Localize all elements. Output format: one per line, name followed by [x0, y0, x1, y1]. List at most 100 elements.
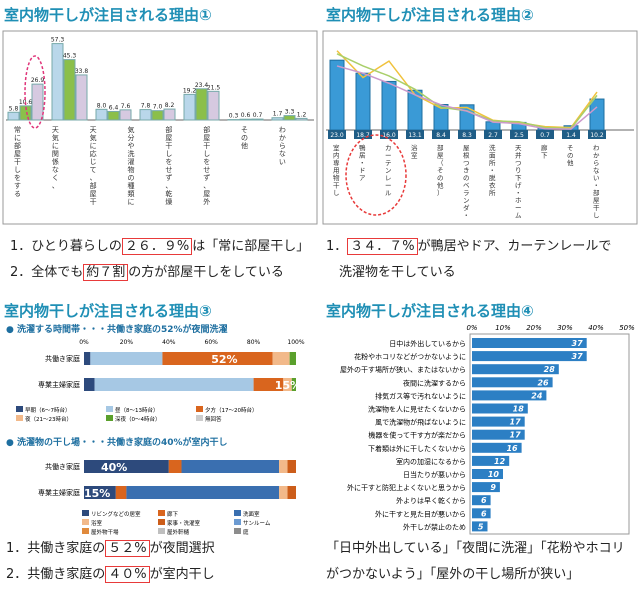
bar-label: 16	[506, 444, 518, 453]
series-line	[336, 65, 598, 130]
legend-label: リビングなどの居室	[91, 510, 141, 518]
category-label: 室内専用物干し	[333, 143, 340, 197]
x-tick: 60%	[205, 339, 219, 346]
bar-label: 24	[531, 391, 543, 400]
value-label-box	[588, 130, 606, 139]
bar	[472, 482, 500, 493]
panel-title: 室内物干しが注目される理由④	[326, 302, 534, 320]
category-label: わからない・部屋干し	[593, 144, 600, 220]
chart-1: 5.810.626.957.345.333.88.0 6.4 7.6 7.8 7.0 8.…	[2, 30, 318, 225]
x-tick: 10%	[495, 324, 511, 332]
category-label: 洗面所・脱衣所	[489, 143, 496, 197]
category-label: 日当たりが悪いから	[403, 470, 466, 479]
bar-label: 0.7	[540, 132, 550, 139]
series-line	[336, 50, 598, 129]
bar-label: 19.2	[183, 87, 197, 94]
bar	[139, 109, 152, 121]
x-tick: 0%	[79, 339, 89, 346]
bar	[251, 118, 264, 121]
x-tick: 20%	[120, 339, 134, 346]
category-label: わからない	[279, 126, 286, 166]
bar-segment	[84, 460, 169, 473]
bar-label: 28	[544, 365, 556, 374]
legend-swatch	[16, 415, 23, 421]
caption-line: 洗濯物を干している	[326, 265, 456, 280]
category-label: 浴室	[411, 143, 418, 160]
bar-label: 7.8	[141, 103, 151, 110]
bar	[472, 508, 491, 519]
bar	[472, 416, 525, 427]
bar	[75, 74, 88, 121]
bar	[472, 377, 553, 388]
bar-segment	[181, 460, 280, 473]
x-tick: 100%	[287, 339, 304, 346]
legend-swatch	[234, 528, 241, 534]
bar	[7, 111, 20, 121]
bar-segment	[291, 378, 296, 391]
row-label: 共働き家庭	[45, 462, 80, 471]
value-label-box	[432, 130, 450, 139]
bar-label: 23.4	[195, 82, 209, 89]
category-label: カーテンレール	[385, 144, 392, 197]
bar	[472, 521, 488, 532]
bar	[63, 59, 76, 121]
highlight: ３４．７%	[347, 238, 418, 255]
bar	[195, 88, 208, 121]
bar-label: 3.3	[285, 109, 295, 116]
legend-label: 深夜（0〜4時台）	[115, 415, 161, 423]
bar-label: 17	[510, 431, 522, 440]
chart-4: 0% 10% 20% 30% 40% 50% 日中は外出しているから 37 花粉やホコリなどがつ…	[340, 324, 635, 535]
category-label: その他	[567, 144, 574, 167]
bar	[207, 90, 220, 121]
bar-label: 10.2	[590, 132, 604, 139]
bar	[163, 108, 176, 121]
x-tick: 40%	[588, 324, 604, 332]
bar-label: 10	[488, 470, 500, 479]
legend-swatch	[234, 519, 241, 525]
bar-label: 57.3	[51, 37, 65, 44]
bar-label: 12	[494, 457, 506, 466]
bar	[239, 118, 252, 121]
category-label: 外よりは早く乾くから	[396, 496, 466, 505]
bar-label: 6	[481, 509, 487, 518]
callout: 15%	[84, 487, 110, 500]
bar-label: 18.7	[356, 132, 370, 139]
bar-label: 6	[481, 496, 487, 505]
callout: 40%	[101, 461, 127, 474]
caption-line: 2．共働き家庭の ４０% が室内干し	[6, 566, 215, 583]
value-label-box	[406, 130, 424, 139]
legend-swatch	[16, 406, 23, 412]
legend-label: 庭	[243, 528, 249, 536]
category-label: その他	[241, 126, 248, 150]
bar	[459, 104, 475, 131]
category-label: 外に干すと防犯上よくないと思うから	[347, 483, 466, 492]
highlight: 約７割	[83, 264, 129, 281]
row-label: 共働き家庭	[45, 354, 80, 363]
bar-label: 5	[478, 522, 484, 531]
bar-label: 9	[490, 483, 496, 492]
bar	[151, 110, 164, 121]
bar-label: 18	[513, 405, 525, 414]
category-label: 天気に応じて、部屋干	[90, 126, 97, 206]
bar	[472, 351, 587, 362]
bar	[472, 390, 547, 401]
highlight-circle	[345, 134, 407, 216]
bar-segment	[287, 460, 296, 473]
bar-segment	[90, 352, 163, 365]
bar	[95, 108, 108, 121]
bar	[283, 115, 296, 121]
bar-segment	[115, 486, 127, 499]
row-label: 専業主婦家庭	[38, 488, 80, 497]
bar-label: 13.1	[408, 132, 422, 139]
legend-label: 屋外軒樋	[167, 528, 190, 536]
legend-swatch	[196, 415, 203, 421]
legend-label: 夕方（17〜20時台）	[205, 406, 258, 414]
bar-label: 37	[572, 352, 584, 361]
legend-swatch	[234, 510, 241, 516]
panel-1: 室内物干しが注目される理由① 5.8 10.6 26.9 57.3 45.3 33.8 8.…	[0, 0, 318, 300]
legend-swatch	[158, 510, 165, 516]
category-label: 廊下	[541, 143, 548, 160]
row-label: 専業主婦家庭	[38, 380, 80, 389]
bar	[472, 455, 510, 466]
panel-title: 室内物干しが注目される理由②	[326, 6, 534, 24]
